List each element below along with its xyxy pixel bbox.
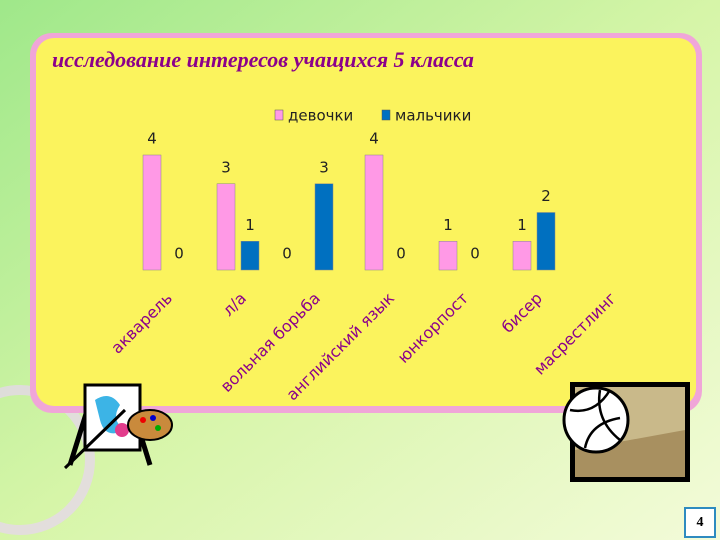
data-label: 0 (282, 245, 292, 263)
legend-label: девочки (288, 107, 353, 125)
data-label: 3 (319, 158, 329, 176)
data-label: 1 (517, 216, 527, 234)
page-number: 4 (697, 515, 704, 530)
bar (512, 241, 532, 271)
bar (216, 183, 236, 271)
bar (142, 154, 162, 271)
data-label: 4 (369, 130, 379, 148)
data-label: 1 (443, 216, 453, 234)
data-label: 4 (147, 130, 157, 148)
data-label: 3 (221, 158, 231, 176)
bar (364, 154, 384, 271)
legend-swatch (274, 109, 284, 121)
page-number-box (684, 507, 716, 538)
data-label: 0 (174, 245, 184, 263)
data-label: 1 (245, 216, 255, 234)
legend-swatch (381, 109, 391, 121)
data-label: 2 (541, 187, 551, 205)
data-label: 0 (396, 245, 406, 263)
data-label: 0 (470, 245, 480, 263)
legend-label: мальчики (395, 107, 471, 125)
bar (240, 241, 260, 271)
bar (314, 183, 334, 271)
bar (536, 212, 556, 271)
chart-title: исследование интересов учащихся 5 класса (52, 47, 474, 72)
easel-clipart (63, 383, 173, 470)
bar (438, 241, 458, 271)
decor-circle (0, 385, 95, 535)
volleyball-clipart (562, 382, 690, 482)
